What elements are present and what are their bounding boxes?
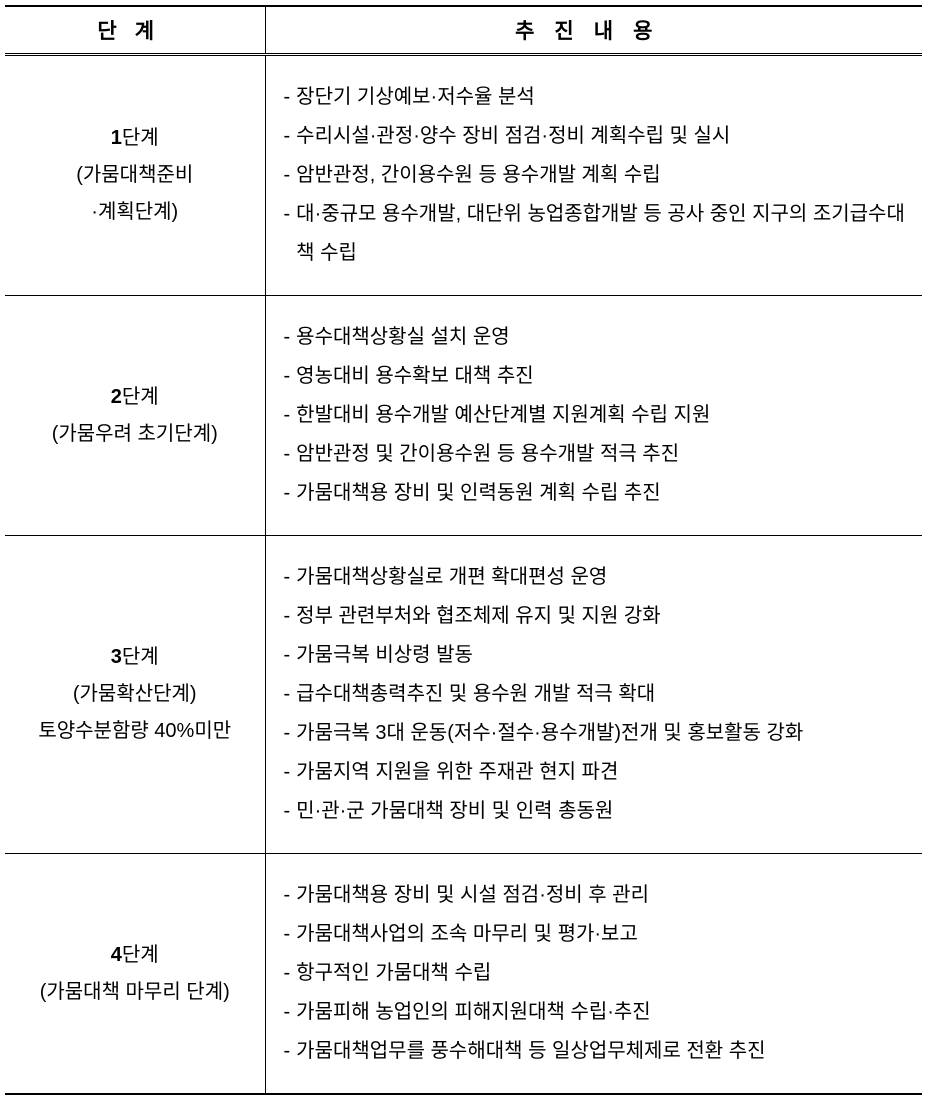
stage-number: 2 xyxy=(111,386,122,408)
stage-title: 4단계 xyxy=(11,937,259,974)
list-item-text: 가뭄대책상황실로 개편 확대편성 운영 xyxy=(296,558,908,597)
dash-icon: - xyxy=(284,1032,291,1071)
list-item: -가뭄극복 비상령 발동 xyxy=(284,636,909,675)
dash-icon: - xyxy=(284,117,291,156)
table-row: 2단계(가뭄우려 초기단계)-용수대책상황실 설치 운영-영농대비 용수확보 대… xyxy=(5,296,922,536)
dash-icon: - xyxy=(284,915,291,954)
dash-icon: - xyxy=(284,876,291,915)
stage-subtitle-1: (가뭄대책 마무리 단계) xyxy=(11,974,259,1011)
stage-number: 4 xyxy=(111,944,122,966)
list-item: -가뭄대책상황실로 개편 확대편성 운영 xyxy=(284,558,909,597)
list-item: -수리시설·관정·양수 장비 점검·정비 계획수립 및 실시 xyxy=(284,117,909,156)
list-item-text: 가뭄대책업무를 풍수해대책 등 일상업무체제로 전환 추진 xyxy=(296,1032,908,1071)
dash-icon: - xyxy=(284,954,291,993)
list-item: -가뭄대책용 장비 및 인력동원 계획 수립 추진 xyxy=(284,474,909,513)
table-row: 3단계(가뭄확산단계)토양수분함량 40%미만-가뭄대책상황실로 개편 확대편성… xyxy=(5,536,922,854)
list-item-text: 가뭄극복 3대 운동(저수·절수·용수개발)전개 및 홍보활동 강화 xyxy=(296,714,908,753)
dash-icon: - xyxy=(284,636,291,675)
stage-title: 3단계 xyxy=(11,639,259,676)
stage-suffix: 단계 xyxy=(122,646,159,668)
table-body: 1단계(가뭄대책준비·계획단계)-장단기 기상예보·저수율 분석-수리시설·관정… xyxy=(5,55,922,1095)
stage-subtitle-2: ·계획단계) xyxy=(11,194,259,231)
list-item: -가뭄대책사업의 조속 마무리 및 평가·보고 xyxy=(284,915,909,954)
list-item: -급수대책총력추진 및 용수원 개발 적극 확대 xyxy=(284,675,909,714)
content-cell: -가뭄대책상황실로 개편 확대편성 운영-정부 관련부처와 협조체제 유지 및 … xyxy=(265,536,922,854)
header-content: 추진내용 xyxy=(265,6,922,55)
content-cell: -용수대책상황실 설치 운영-영농대비 용수확보 대책 추진-한발대비 용수개발… xyxy=(265,296,922,536)
stage-suffix: 단계 xyxy=(122,127,159,149)
table-header-row: 단계 추진내용 xyxy=(5,6,922,55)
list-item: -한발대비 용수개발 예산단계별 지원계획 수립 지원 xyxy=(284,396,909,435)
list-item: -정부 관련부처와 협조체제 유지 및 지원 강화 xyxy=(284,597,909,636)
dash-icon: - xyxy=(284,156,291,195)
table-row: 4단계(가뭄대책 마무리 단계)-가뭄대책용 장비 및 시설 점검·정비 후 관… xyxy=(5,854,922,1095)
dash-icon: - xyxy=(284,675,291,714)
dash-icon: - xyxy=(284,597,291,636)
stage-cell: 3단계(가뭄확산단계)토양수분함량 40%미만 xyxy=(5,536,265,854)
dash-icon: - xyxy=(284,78,291,117)
list-item-text: 가뭄지역 지원을 위한 주재관 현지 파견 xyxy=(296,753,908,792)
list-item: -가뭄지역 지원을 위한 주재관 현지 파견 xyxy=(284,753,909,792)
dash-icon: - xyxy=(284,993,291,1032)
list-item: -암반관정, 간이용수원 등 용수개발 계획 수립 xyxy=(284,156,909,195)
stages-table: 단계 추진내용 1단계(가뭄대책준비·계획단계)-장단기 기상예보·저수율 분석… xyxy=(5,5,922,1095)
list-item: -암반관정 및 간이용수원 등 용수개발 적극 추진 xyxy=(284,435,909,474)
list-item-text: 급수대책총력추진 및 용수원 개발 적극 확대 xyxy=(296,675,908,714)
list-item-text: 대·중규모 용수개발, 대단위 농업종합개발 등 공사 중인 지구의 조기급수대… xyxy=(296,195,908,273)
list-item: -가뭄대책업무를 풍수해대책 등 일상업무체제로 전환 추진 xyxy=(284,1032,909,1071)
list-item-text: 민·관·군 가뭄대책 장비 및 인력 총동원 xyxy=(296,792,908,831)
list-item: -항구적인 가뭄대책 수립 xyxy=(284,954,909,993)
dash-icon: - xyxy=(284,714,291,753)
list-item-text: 한발대비 용수개발 예산단계별 지원계획 수립 지원 xyxy=(296,396,908,435)
stage-subtitle-1: (가뭄확산단계) xyxy=(11,676,259,713)
dash-icon: - xyxy=(284,753,291,792)
stage-number: 3 xyxy=(111,646,122,668)
dash-icon: - xyxy=(284,195,291,234)
list-item: -민·관·군 가뭄대책 장비 및 인력 총동원 xyxy=(284,792,909,831)
list-item-text: 가뭄대책용 장비 및 인력동원 계획 수립 추진 xyxy=(296,474,908,513)
list-item-text: 가뭄극복 비상령 발동 xyxy=(296,636,908,675)
list-item-text: 가뭄대책사업의 조속 마무리 및 평가·보고 xyxy=(296,915,908,954)
list-item: -가뭄피해 농업인의 피해지원대책 수립·추진 xyxy=(284,993,909,1032)
list-item-text: 암반관정, 간이용수원 등 용수개발 계획 수립 xyxy=(296,156,908,195)
content-cell: -장단기 기상예보·저수율 분석-수리시설·관정·양수 장비 점검·정비 계획수… xyxy=(265,55,922,296)
list-item-text: 영농대비 용수확보 대책 추진 xyxy=(296,357,908,396)
list-item: -가뭄극복 3대 운동(저수·절수·용수개발)전개 및 홍보활동 강화 xyxy=(284,714,909,753)
stage-suffix: 단계 xyxy=(122,386,159,408)
stage-number: 1 xyxy=(111,127,122,149)
list-item-text: 암반관정 및 간이용수원 등 용수개발 적극 추진 xyxy=(296,435,908,474)
list-item-text: 수리시설·관정·양수 장비 점검·정비 계획수립 및 실시 xyxy=(296,117,908,156)
dash-icon: - xyxy=(284,396,291,435)
stage-subtitle-1: (가뭄우려 초기단계) xyxy=(11,416,259,453)
dash-icon: - xyxy=(284,318,291,357)
stage-title: 1단계 xyxy=(11,120,259,157)
list-item: -영농대비 용수확보 대책 추진 xyxy=(284,357,909,396)
list-item-text: 항구적인 가뭄대책 수립 xyxy=(296,954,908,993)
list-item: -대·중규모 용수개발, 대단위 농업종합개발 등 공사 중인 지구의 조기급수… xyxy=(284,195,909,273)
list-item: -가뭄대책용 장비 및 시설 점검·정비 후 관리 xyxy=(284,876,909,915)
list-item: -용수대책상황실 설치 운영 xyxy=(284,318,909,357)
dash-icon: - xyxy=(284,792,291,831)
header-stage: 단계 xyxy=(5,6,265,55)
list-item-text: 가뭄피해 농업인의 피해지원대책 수립·추진 xyxy=(296,993,908,1032)
stage-cell: 4단계(가뭄대책 마무리 단계) xyxy=(5,854,265,1095)
stage-suffix: 단계 xyxy=(122,944,159,966)
list-item-text: 장단기 기상예보·저수율 분석 xyxy=(296,78,908,117)
dash-icon: - xyxy=(284,435,291,474)
list-item-text: 용수대책상황실 설치 운영 xyxy=(296,318,908,357)
stage-subtitle-2: 토양수분함량 40%미만 xyxy=(11,713,259,750)
table-row: 1단계(가뭄대책준비·계획단계)-장단기 기상예보·저수율 분석-수리시설·관정… xyxy=(5,55,922,296)
list-item-text: 정부 관련부처와 협조체제 유지 및 지원 강화 xyxy=(296,597,908,636)
stage-subtitle-1: (가뭄대책준비 xyxy=(11,157,259,194)
stage-cell: 1단계(가뭄대책준비·계획단계) xyxy=(5,55,265,296)
stage-cell: 2단계(가뭄우려 초기단계) xyxy=(5,296,265,536)
list-item: -장단기 기상예보·저수율 분석 xyxy=(284,78,909,117)
dash-icon: - xyxy=(284,558,291,597)
content-cell: -가뭄대책용 장비 및 시설 점검·정비 후 관리-가뭄대책사업의 조속 마무리… xyxy=(265,854,922,1095)
stage-title: 2단계 xyxy=(11,379,259,416)
list-item-text: 가뭄대책용 장비 및 시설 점검·정비 후 관리 xyxy=(296,876,908,915)
dash-icon: - xyxy=(284,474,291,513)
dash-icon: - xyxy=(284,357,291,396)
